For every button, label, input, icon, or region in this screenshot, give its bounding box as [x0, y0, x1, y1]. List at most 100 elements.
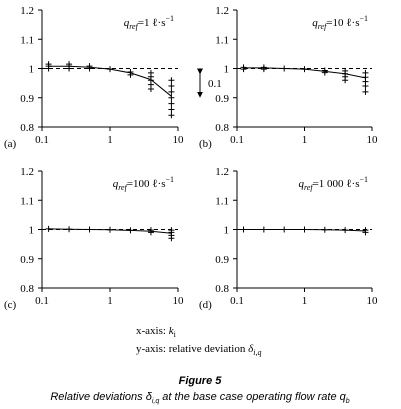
- plus-marker: [362, 69, 369, 76]
- plus-marker: [66, 226, 73, 233]
- annotation-sub: ref: [129, 22, 139, 31]
- y-tick-label: 0.9: [215, 254, 229, 266]
- y-tick-label: 1.2: [215, 5, 229, 17]
- y-tick-label: 0.8: [215, 122, 229, 134]
- annotation: qref=1 ℓ·s−1: [124, 14, 174, 31]
- plus-marker: [301, 226, 308, 233]
- plus-marker: [168, 77, 175, 84]
- plus-marker: [147, 69, 154, 76]
- y-tick-label: 0.8: [215, 283, 229, 295]
- y-axis-note: y-axis: relative deviation δi,q: [136, 343, 261, 357]
- annotation-text: =10 ℓ·s: [326, 17, 359, 29]
- panel-label: (d): [199, 299, 212, 311]
- y-tick-label: 1.1: [20, 195, 34, 207]
- annotation: qref=10 ℓ·s−1: [312, 14, 368, 31]
- y-tick-label: 0.9: [20, 254, 34, 266]
- plus-marker: [281, 226, 288, 233]
- x-tick-label: 10: [367, 295, 379, 307]
- annotation-sub: ref: [118, 183, 128, 192]
- plus-marker: [168, 94, 175, 101]
- plus-marker: [240, 226, 247, 233]
- plus-marker: [321, 67, 328, 74]
- figure-title: Figure 5: [179, 375, 223, 387]
- panel: 0.8 0.9 1 1.1 1.2 0.1 1 10 qref=1 000 ℓ·s−1 (d): [199, 166, 378, 311]
- x-tick-label: 0.1: [230, 295, 244, 307]
- y-tick-label: 1.1: [215, 195, 229, 207]
- y-tick-label: 1: [224, 64, 230, 76]
- plus-marker: [342, 227, 349, 234]
- annotation-sup: −1: [165, 14, 174, 23]
- plus-marker: [45, 225, 52, 232]
- x-tick-label: 10: [173, 134, 185, 146]
- annotation-sup: −1: [165, 175, 174, 184]
- y-tick-label: 0.9: [215, 93, 229, 105]
- plus-marker: [321, 226, 328, 233]
- y-tick-label: 1.1: [20, 34, 34, 46]
- annotation-sup: −1: [359, 14, 368, 23]
- plus-marker: [240, 64, 247, 71]
- annotation-sub: ref: [304, 183, 314, 192]
- y-tick-label: 0.8: [20, 122, 34, 134]
- x-tick-label: 1: [107, 295, 113, 307]
- plus-marker: [168, 100, 175, 107]
- plus-marker: [342, 67, 349, 74]
- annotation: qref=100 ℓ·s−1: [113, 175, 174, 192]
- x-tick-label: 0.1: [230, 134, 244, 146]
- plus-marker: [168, 83, 175, 90]
- panel-label: (a): [4, 138, 17, 150]
- x-tick-label: 1: [302, 295, 308, 307]
- plus-marker: [86, 63, 93, 70]
- x-tick-label: 10: [367, 134, 379, 146]
- y-tick-label: 0.8: [20, 283, 34, 295]
- plus-marker: [66, 61, 73, 68]
- plus-marker: [281, 65, 288, 72]
- plus-marker: [45, 61, 52, 68]
- annotation-text: =1 000 ℓ·s: [313, 178, 360, 190]
- annotation-sub: ref: [318, 22, 328, 31]
- x-tick-label: 1: [302, 134, 308, 146]
- annotation-var: q: [312, 17, 318, 29]
- annotation-text: =100 ℓ·s: [127, 178, 166, 190]
- plus-marker: [127, 227, 134, 234]
- plus-marker: [260, 226, 267, 233]
- annotation-sup: −1: [359, 175, 368, 184]
- panel-label: (c): [4, 299, 17, 311]
- plus-marker: [260, 64, 267, 71]
- bracket-label: 0.1: [208, 78, 222, 90]
- plus-marker: [127, 69, 134, 76]
- x-tick-label: 0.1: [35, 295, 49, 307]
- plus-marker: [362, 88, 369, 95]
- y-tick-label: 1: [29, 64, 35, 76]
- x-tick-label: 1: [107, 134, 113, 146]
- annotation-var: q: [124, 17, 130, 29]
- panel-label: (b): [199, 138, 212, 150]
- plus-marker: [107, 66, 113, 73]
- plus-marker: [168, 88, 175, 95]
- figure-caption: Relative deviations δi,q at the base cas…: [50, 391, 349, 405]
- x-axis-note: x-axis: ki: [136, 325, 177, 339]
- annotation-var: q: [298, 178, 304, 190]
- y-tick-label: 1: [224, 225, 230, 237]
- panel: 0.8 0.9 1 1.1 1.2 0.1 1 10 qref=100 ℓ·s−1 (c): [4, 166, 184, 311]
- x-tick-label: 0.1: [35, 134, 49, 146]
- y-tick-label: 1.2: [20, 166, 34, 178]
- annotation-var: q: [113, 178, 119, 190]
- y-tick-label: 1.2: [215, 166, 229, 178]
- panel: 0.8 0.9 1 1.1 1.2 0.1 1 10 qref=1 ℓ·s−1 (a) 0.1: [4, 5, 222, 150]
- plus-marker: [147, 227, 154, 234]
- plus-marker: [86, 226, 93, 233]
- plus-marker: [168, 106, 175, 113]
- plus-marker: [301, 66, 308, 73]
- x-tick-label: 10: [173, 295, 185, 307]
- y-tick-label: 1.2: [20, 5, 34, 17]
- y-tick-label: 1: [29, 225, 35, 237]
- y-tick-label: 0.9: [20, 93, 34, 105]
- plus-marker: [168, 227, 175, 234]
- y-tick-label: 1.1: [215, 34, 229, 46]
- annotation: qref=1 000 ℓ·s−1: [298, 175, 368, 192]
- plus-marker: [107, 226, 113, 233]
- plus-marker: [362, 227, 369, 234]
- plus-marker: [168, 112, 175, 119]
